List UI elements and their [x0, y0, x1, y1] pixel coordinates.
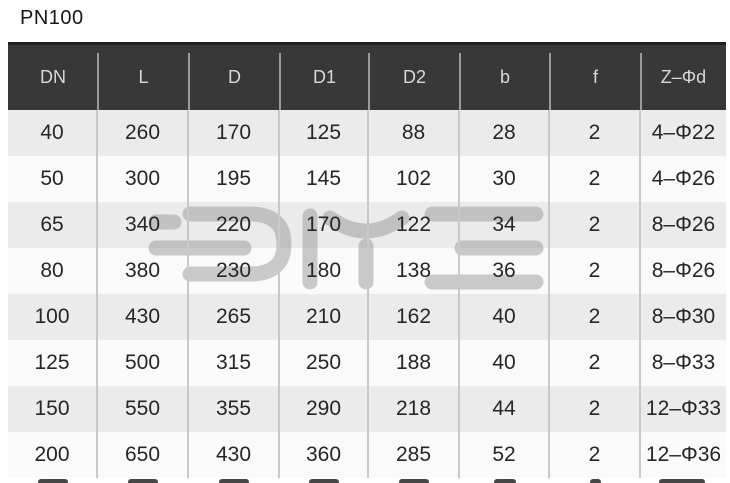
table-cell: 2 [550, 386, 641, 432]
table-row: 100 430 265 210 162 40 2 8–Φ30 [8, 294, 726, 340]
table-cell: 125 [8, 340, 98, 386]
next-row-clipped-text [659, 479, 705, 483]
table-cell: 40 [460, 340, 550, 386]
table-cell: 380 [98, 248, 189, 294]
table-cell: 12–Φ33 [645, 397, 722, 420]
table-cell: 34 [460, 202, 550, 248]
table-row: 50 300 195 145 102 30 2 4–Φ26 [8, 156, 726, 202]
table-cell: 80 [8, 248, 98, 294]
table-cell: 28 [460, 110, 550, 156]
table-row: 150 550 355 290 218 44 2 12–Φ33 [8, 386, 726, 432]
next-row-clipped-text [399, 479, 429, 483]
column-header-z-phi-d: Z–Φd [660, 67, 707, 87]
table-cell: 195 [189, 156, 280, 202]
table-row: 40 260 170 125 88 28 2 4–Φ22 [8, 110, 726, 156]
table-cell: 360 [280, 432, 369, 478]
table-cell: 4–Φ22 [651, 121, 716, 144]
table-cell: 2 [550, 340, 641, 386]
table-cell: 2 [550, 248, 641, 294]
next-row-clipped-text [128, 479, 158, 483]
table-row: 65 340 220 170 122 34 2 8–Φ26 [8, 202, 726, 248]
table-cell: 300 [98, 156, 189, 202]
table-cell: 12–Φ36 [645, 443, 722, 466]
column-header-b: b [460, 45, 551, 110]
column-header-d1: D1 [280, 45, 370, 110]
table-cell: 188 [369, 340, 460, 386]
table-cell: 230 [189, 248, 280, 294]
table-cell: 265 [189, 294, 280, 340]
table-cell: 220 [189, 202, 280, 248]
column-header-d2: D2 [369, 45, 461, 110]
table-cell: 250 [280, 340, 369, 386]
table-cell: 40 [460, 294, 550, 340]
table-cell: 52 [460, 432, 550, 478]
dimension-table: DN L D D1 D2 b f Z–Φd 40 260 170 125 88 … [8, 42, 726, 478]
table-cell: 170 [280, 202, 369, 248]
table-cell: 125 [280, 110, 369, 156]
table-cell: 4–Φ26 [651, 167, 716, 190]
table-cell: 355 [189, 386, 280, 432]
table-cell: 162 [369, 294, 460, 340]
table-cell: 2 [550, 110, 641, 156]
table-cell: 260 [98, 110, 189, 156]
table-cell: 170 [189, 110, 280, 156]
table-row: 80 380 230 180 138 36 2 8–Φ26 [8, 248, 726, 294]
table-cell: 430 [98, 294, 189, 340]
table-cell: 138 [369, 248, 460, 294]
column-header-d: D [189, 45, 281, 110]
next-row-clipped-text [219, 479, 249, 483]
table-row: 200 650 430 360 285 52 2 12–Φ36 [8, 432, 726, 478]
table-header-row: DN L D D1 D2 b f Z–Φd [8, 42, 726, 110]
table-cell: 65 [8, 202, 98, 248]
table-cell: 315 [189, 340, 280, 386]
next-row-clipped-text [38, 479, 68, 483]
table-row: 125 500 315 250 188 40 2 8–Φ33 [8, 340, 726, 386]
table-cell: 2 [550, 156, 641, 202]
table-cell: 2 [550, 294, 641, 340]
table-cell: 8–Φ26 [651, 213, 716, 236]
table-cell: 2 [550, 432, 641, 478]
table-cell: 8–Φ26 [651, 259, 716, 282]
table-cell: 30 [460, 156, 550, 202]
table-cell: 290 [280, 386, 369, 432]
table-cell: 40 [8, 110, 98, 156]
table-cell: 100 [8, 294, 98, 340]
table-cell: 218 [369, 386, 460, 432]
table-cell: 180 [280, 248, 369, 294]
table-cell: 145 [280, 156, 369, 202]
table-cell: 650 [98, 432, 189, 478]
table-body: 40 260 170 125 88 28 2 4–Φ22 50 300 195 … [8, 110, 726, 478]
table-cell: 36 [460, 248, 550, 294]
table-cell: 8–Φ33 [651, 351, 716, 374]
page-title: PN100 [20, 7, 84, 29]
table-cell: 102 [369, 156, 460, 202]
next-row-clipped-text [590, 479, 601, 483]
table-cell: 2 [550, 202, 641, 248]
table-cell: 500 [98, 340, 189, 386]
column-header-dn: DN [8, 45, 99, 110]
table-cell: 550 [98, 386, 189, 432]
table-cell: 150 [8, 386, 98, 432]
table-cell: 285 [369, 432, 460, 478]
table-cell: 88 [369, 110, 460, 156]
table-cell: 8–Φ30 [651, 305, 716, 328]
table-cell: 210 [280, 294, 369, 340]
table-cell: 50 [8, 156, 98, 202]
column-header-f: f [550, 45, 642, 110]
table-cell: 200 [8, 432, 98, 478]
table-cell: 44 [460, 386, 550, 432]
table-cell: 122 [369, 202, 460, 248]
table-cell: 430 [189, 432, 280, 478]
next-row-clipped-text [309, 479, 339, 483]
table-cell: 340 [98, 202, 189, 248]
column-header-l: L [98, 45, 190, 110]
next-row-clipped-text [494, 479, 516, 483]
